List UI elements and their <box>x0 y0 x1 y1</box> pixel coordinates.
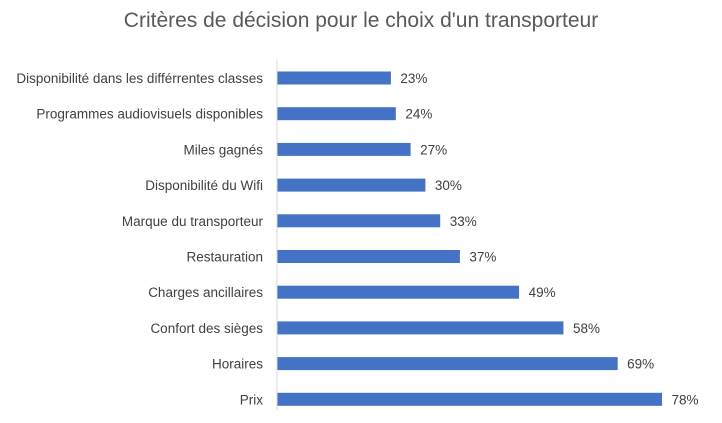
category-label: Horaires <box>212 357 263 372</box>
data-label: 49% <box>529 285 556 300</box>
category-label: Disponibilité du Wifi <box>145 178 263 193</box>
category-label: Confort des sièges <box>150 321 263 336</box>
data-label: 30% <box>435 178 462 193</box>
bar <box>277 392 663 406</box>
data-label: 33% <box>450 214 477 229</box>
data-label: 27% <box>420 142 447 157</box>
data-label: 58% <box>573 321 600 336</box>
category-label: Miles gagnés <box>183 142 263 157</box>
bar <box>277 357 618 371</box>
category-label: Programmes audiovisuels disponibles <box>36 107 263 122</box>
bar <box>277 321 564 335</box>
bar <box>277 142 411 156</box>
data-label: 37% <box>469 250 496 265</box>
bar <box>277 285 520 299</box>
data-label: 78% <box>672 392 699 407</box>
data-label: 69% <box>627 357 654 372</box>
category-label: Prix <box>240 392 263 407</box>
chart-title: Critères de décision pour le choix d'un … <box>123 9 599 32</box>
category-label: Marque du transporteur <box>122 214 264 229</box>
category-label: Disponibilité dans les différrentes clas… <box>16 71 263 86</box>
category-label: Restauration <box>186 250 263 265</box>
bar <box>277 178 426 192</box>
bar <box>277 250 460 263</box>
bar <box>277 107 396 121</box>
bar <box>277 214 441 228</box>
data-label: 24% <box>405 107 432 122</box>
bar <box>277 71 391 85</box>
data-label: 23% <box>400 71 427 86</box>
category-label: Charges ancillaires <box>148 285 263 300</box>
